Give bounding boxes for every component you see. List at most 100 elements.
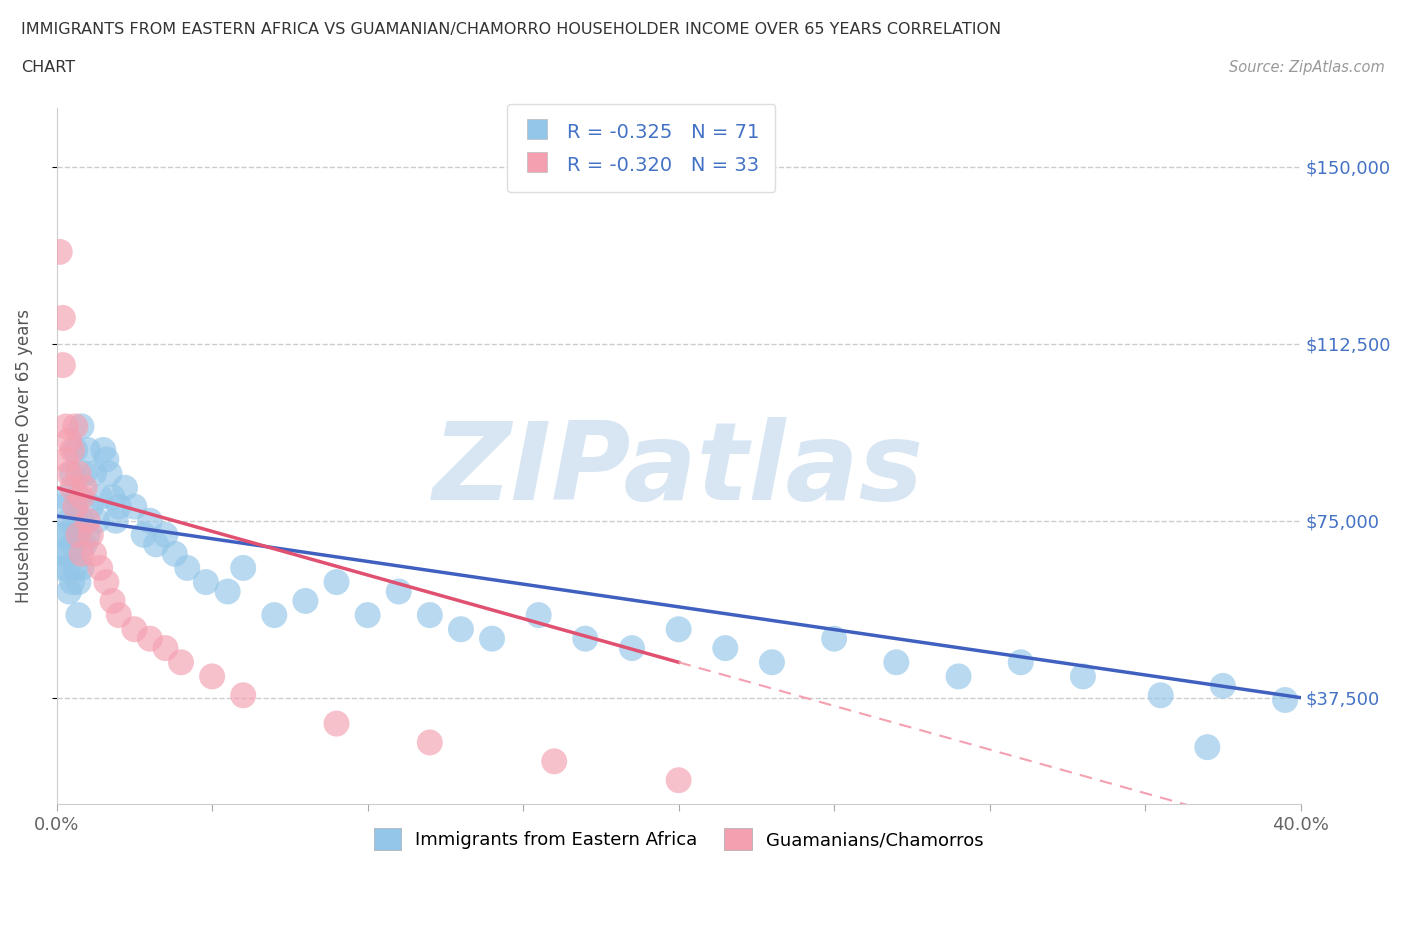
Text: IMMIGRANTS FROM EASTERN AFRICA VS GUAMANIAN/CHAMORRO HOUSEHOLDER INCOME OVER 65 : IMMIGRANTS FROM EASTERN AFRICA VS GUAMAN… [21,22,1001,37]
Point [60,480,83,495]
Point [419,735,441,750]
Point [1197,739,1219,754]
Point [48,245,70,259]
Point [67,466,90,481]
Point [58,546,80,561]
Point [96,452,118,467]
Point [886,655,908,670]
Point [55,561,77,576]
Point [67,490,90,505]
Point [70,490,93,505]
Point [60,575,83,590]
Point [65,443,87,458]
Point [70,561,93,576]
Point [217,584,239,599]
Y-axis label: Householder Income Over 65 years: Householder Income Over 65 years [15,309,32,603]
Text: Source: ZipAtlas.com: Source: ZipAtlas.com [1229,60,1385,75]
Point [124,622,146,637]
Point [89,490,111,505]
Point [232,561,254,576]
Point [527,607,550,622]
Point [139,513,162,528]
Point [67,527,90,542]
Point [101,593,124,608]
Point [104,513,127,528]
Point [450,622,472,637]
Point [67,575,90,590]
Point [419,607,441,622]
Point [948,669,970,684]
Point [55,527,77,542]
Point [48,561,70,576]
Point [170,655,193,670]
Point [108,499,131,514]
Point [114,480,136,495]
Point [1010,655,1032,670]
Point [543,754,565,769]
Point [325,716,347,731]
Point [108,607,131,622]
Point [52,546,75,561]
Point [294,593,316,608]
Point [388,584,411,599]
Text: ZIPatlas: ZIPatlas [433,417,924,523]
Point [86,513,108,528]
Point [356,607,378,622]
Point [714,641,737,656]
Point [163,546,186,561]
Point [481,631,503,646]
Point [263,607,285,622]
Point [83,546,105,561]
Point [55,419,77,434]
Point [132,527,155,542]
Text: CHART: CHART [21,60,75,75]
Point [65,561,87,576]
Point [55,490,77,505]
Point [201,669,224,684]
Point [52,499,75,514]
Point [76,443,98,458]
Point [96,575,118,590]
Point [58,433,80,448]
Point [80,499,103,514]
Point [83,466,105,481]
Point [139,631,162,646]
Point [76,513,98,528]
Point [80,527,103,542]
Point [124,499,146,514]
Point [58,466,80,481]
Point [668,773,690,788]
Point [101,490,124,505]
Point [194,575,217,590]
Point [52,311,75,325]
Point [48,527,70,542]
Point [73,537,96,551]
Point [145,537,167,551]
Point [232,688,254,703]
Point [65,419,87,434]
Point [65,499,87,514]
Point [52,358,75,373]
Point [1071,669,1094,684]
Point [668,622,690,637]
Point [155,527,177,542]
Point [60,443,83,458]
Point [60,466,83,481]
Point [55,452,77,467]
Point [1274,693,1296,708]
Point [155,641,177,656]
Point [823,631,845,646]
Point [70,419,93,434]
Point [60,537,83,551]
Point [67,527,90,542]
Point [70,513,93,528]
Point [73,466,96,481]
Point [325,575,347,590]
Point [70,546,93,561]
Point [1212,678,1234,693]
Point [1150,688,1173,703]
Point [98,466,121,481]
Point [620,641,643,656]
Point [65,513,87,528]
Point [91,443,114,458]
